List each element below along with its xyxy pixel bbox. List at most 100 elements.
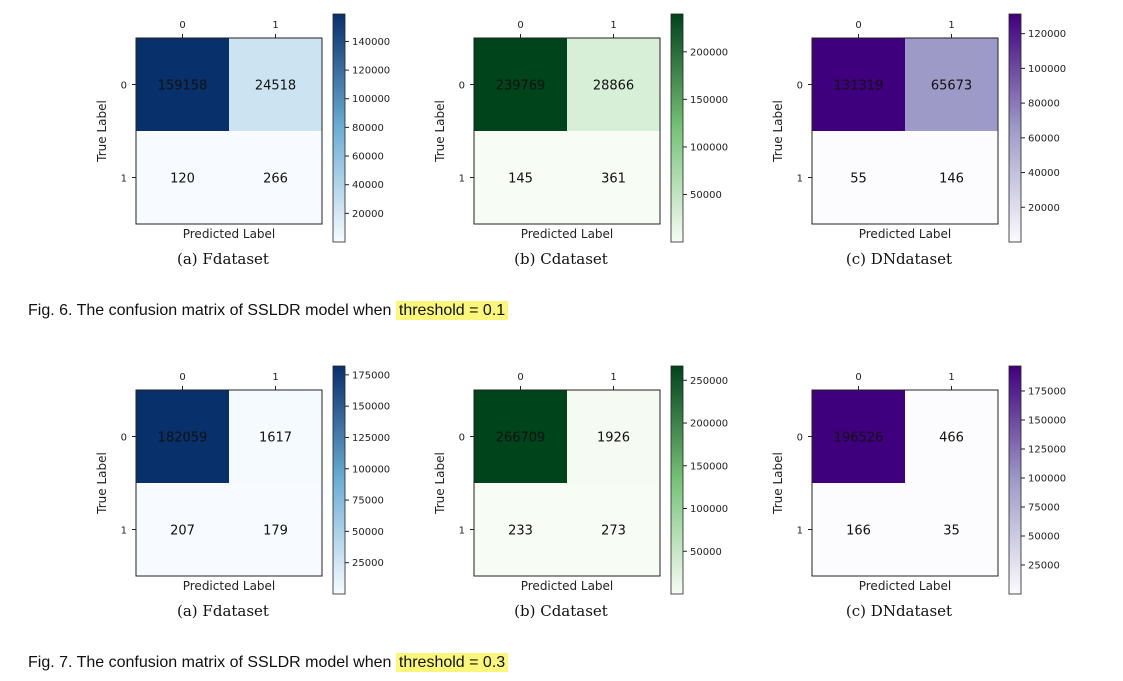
colorbar-tick-label: 175000 bbox=[1028, 386, 1066, 397]
y-tick-label: 1 bbox=[459, 526, 465, 537]
cell-value: 35 bbox=[943, 524, 960, 539]
matrix-cell bbox=[136, 131, 229, 224]
y-axis-label: True Label bbox=[433, 100, 447, 163]
colorbar-tick-label: 100000 bbox=[690, 142, 728, 153]
subfigure-caption: (c) DNdataset bbox=[845, 250, 953, 268]
matrix-cell bbox=[474, 483, 567, 576]
colorbar-tick-label: 60000 bbox=[1028, 133, 1060, 144]
matrix-cell bbox=[474, 390, 567, 483]
subfigure-caption: (a) Fdataset bbox=[177, 602, 269, 620]
cell-value: 1926 bbox=[597, 431, 630, 446]
colorbar-tick-label: 100000 bbox=[352, 94, 390, 105]
caption-highlight: threshold = 0.3 bbox=[395, 653, 509, 672]
y-axis-label: True Label bbox=[95, 100, 109, 163]
cell-value: 55 bbox=[850, 172, 867, 187]
y-axis-label: True Label bbox=[771, 100, 785, 163]
x-tick-label: 1 bbox=[272, 20, 278, 31]
matrix-frame bbox=[811, 389, 999, 577]
y-tick-label: 0 bbox=[797, 433, 803, 444]
caption-highlight: threshold = 0.1 bbox=[395, 301, 509, 320]
y-axis-label: True Label bbox=[433, 452, 447, 515]
subfigure-caption: (a) Fdataset bbox=[177, 250, 269, 268]
colorbar-tick-label: 150000 bbox=[1028, 415, 1066, 426]
colorbar-tick-label: 100000 bbox=[690, 504, 728, 515]
matrix-cell bbox=[229, 38, 322, 131]
colorbar-tick-label: 140000 bbox=[352, 37, 390, 48]
matrix-frame bbox=[811, 37, 999, 225]
colorbar-tick-label: 200000 bbox=[690, 419, 728, 430]
colorbar-tick-label: 75000 bbox=[1028, 502, 1060, 513]
colorbar-tick-label: 100000 bbox=[352, 464, 390, 475]
figure-caption: Fig. 6. The confusion matrix of SSLDR mo… bbox=[28, 301, 509, 320]
matrix-cell bbox=[229, 390, 322, 483]
colorbar-tick-label: 50000 bbox=[690, 547, 722, 558]
colorbar bbox=[1008, 13, 1022, 243]
y-tick-label: 0 bbox=[459, 433, 465, 444]
matrix-cell bbox=[812, 38, 905, 131]
colorbar bbox=[670, 13, 684, 243]
colorbar-tick-label: 25000 bbox=[352, 558, 384, 569]
cell-value: 146 bbox=[939, 172, 964, 187]
confusion-matrix-panel: 159158 24518 120 266 0 1 0 1 Predicted Label True… bbox=[90, 0, 450, 290]
x-axis-label: Predicted Label bbox=[521, 227, 614, 241]
cell-value: 24518 bbox=[255, 79, 296, 94]
colorbar bbox=[332, 365, 346, 595]
colorbar bbox=[1008, 365, 1022, 595]
colorbar-tick-label: 150000 bbox=[690, 95, 728, 106]
x-tick-label: 1 bbox=[272, 372, 278, 383]
matrix-cell bbox=[474, 131, 567, 224]
cell-value: 239769 bbox=[496, 79, 546, 94]
matrix-frame bbox=[473, 37, 661, 225]
matrix-cell bbox=[905, 390, 998, 483]
matrix-cell bbox=[136, 483, 229, 576]
matrix-cell bbox=[905, 131, 998, 224]
cell-value: 273 bbox=[601, 524, 626, 539]
cell-value: 179 bbox=[263, 524, 288, 539]
matrix-frame bbox=[135, 389, 323, 577]
cell-value: 207 bbox=[170, 524, 195, 539]
matrix-cell bbox=[229, 131, 322, 224]
x-tick-label: 0 bbox=[517, 372, 523, 383]
x-tick-label: 0 bbox=[179, 372, 185, 383]
colorbar-tick-label: 25000 bbox=[1028, 560, 1060, 571]
cell-value: 196526 bbox=[834, 431, 884, 446]
y-tick-label: 0 bbox=[459, 81, 465, 92]
y-tick-label: 1 bbox=[797, 174, 803, 185]
colorbar-tick-label: 80000 bbox=[352, 123, 384, 134]
confusion-matrix-chart: 182059 1617 207 179 0 1 0 1 Predicted Label True … bbox=[95, 365, 390, 595]
matrix-cell bbox=[567, 131, 660, 224]
confusion-matrix-panel: 182059 1617 207 179 0 1 0 1 Predicted Label True … bbox=[90, 352, 450, 642]
colorbar-tick-label: 200000 bbox=[690, 47, 728, 58]
cell-value: 28866 bbox=[593, 79, 634, 94]
cell-value: 65673 bbox=[931, 79, 972, 94]
x-axis-label: Predicted Label bbox=[521, 579, 614, 593]
x-axis-label: Predicted Label bbox=[183, 579, 276, 593]
matrix-cell bbox=[812, 390, 905, 483]
x-axis-label: Predicted Label bbox=[859, 579, 952, 593]
confusion-matrix-chart: 131319 65673 55 146 0 1 0 1 Predicted Label True … bbox=[771, 13, 1066, 243]
cell-value: 266709 bbox=[496, 431, 546, 446]
x-tick-label: 0 bbox=[855, 372, 861, 383]
x-tick-label: 1 bbox=[610, 20, 616, 31]
cell-value: 266 bbox=[263, 172, 288, 187]
y-tick-label: 1 bbox=[121, 174, 127, 185]
matrix-cell bbox=[474, 38, 567, 131]
x-tick-label: 0 bbox=[855, 20, 861, 31]
colorbar-tick-label: 20000 bbox=[352, 209, 384, 220]
colorbar-tick-label: 150000 bbox=[690, 461, 728, 472]
colorbar-tick-label: 100000 bbox=[1028, 473, 1066, 484]
matrix-cell bbox=[229, 483, 322, 576]
x-axis-label: Predicted Label bbox=[183, 227, 276, 241]
colorbar bbox=[332, 13, 346, 243]
y-tick-label: 0 bbox=[797, 81, 803, 92]
x-tick-label: 1 bbox=[948, 20, 954, 31]
colorbar-tick-label: 120000 bbox=[352, 66, 390, 77]
matrix-cell bbox=[905, 38, 998, 131]
cell-value: 131319 bbox=[834, 79, 884, 94]
matrix-cell bbox=[567, 483, 660, 576]
cell-value: 1617 bbox=[259, 431, 292, 446]
matrix-cell bbox=[567, 38, 660, 131]
x-tick-label: 1 bbox=[948, 372, 954, 383]
colorbar-tick-label: 60000 bbox=[352, 152, 384, 163]
confusion-matrix-chart: 266709 1926 233 273 0 1 0 1 Predicted Label True … bbox=[433, 365, 728, 595]
